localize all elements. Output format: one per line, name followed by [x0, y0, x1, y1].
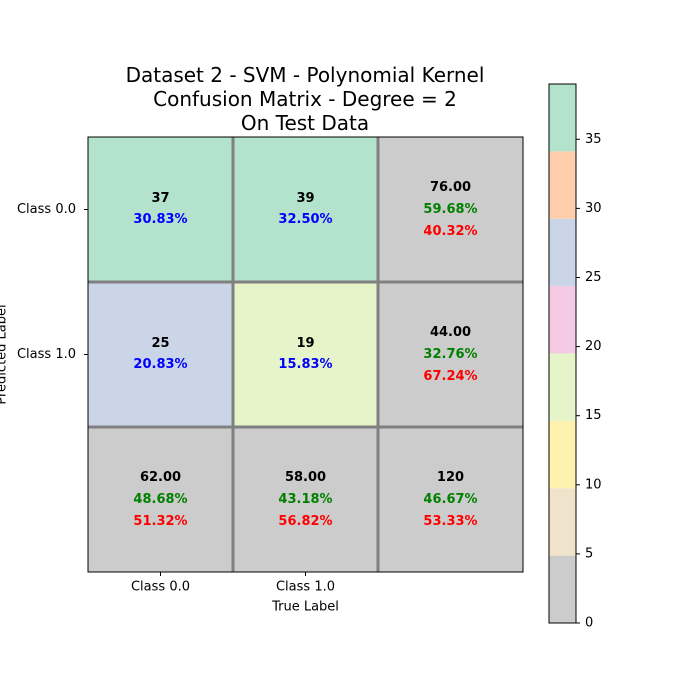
grand-correct-label: 46.67% — [423, 492, 477, 507]
colorbar-frame — [548, 83, 577, 624]
row-correct-label: 59.68% — [423, 202, 477, 217]
colorbar-band — [549, 286, 576, 354]
cell-count-label: 19 — [296, 336, 314, 351]
colorbar-band — [549, 151, 576, 219]
x-tick-label: Class 0.0 — [131, 580, 190, 595]
colorbar-tick-label: 35 — [585, 132, 602, 147]
cell-percent-label: 30.83% — [133, 212, 187, 227]
row-correct-label: 32.76% — [423, 347, 477, 362]
colorbar-tick-label: 20 — [585, 339, 602, 354]
colorbar-band — [549, 353, 576, 421]
colorbar-tick-label: 10 — [585, 477, 602, 492]
chart-title-line-3: On Test Data — [240, 111, 370, 135]
column-correct-label: 48.68% — [133, 492, 187, 507]
column-total-label: 62.00 — [140, 470, 181, 485]
y-axis-label: Predicted Label — [0, 304, 10, 404]
cell-count-label: 25 — [151, 336, 169, 351]
colorbar-band — [549, 555, 576, 623]
grand-total-label: 120 — [437, 470, 464, 485]
row-total-label: 44.00 — [430, 325, 471, 340]
column-wrong-label: 51.32% — [133, 514, 187, 529]
matrix-cell — [88, 137, 233, 282]
colorbar-band — [549, 84, 576, 152]
total-cell — [233, 427, 378, 572]
y-tick-label: Class 1.0 — [17, 347, 76, 362]
colorbar-tick-label: 25 — [585, 270, 602, 285]
y-tick-label: Class 0.0 — [17, 202, 76, 217]
x-axis-label: True Label — [271, 600, 339, 615]
cell-count-label: 39 — [296, 191, 314, 206]
total-cell — [378, 137, 523, 282]
row-wrong-label: 40.32% — [423, 224, 477, 239]
total-cell — [378, 282, 523, 427]
row-wrong-label: 67.24% — [423, 369, 477, 384]
total-cell — [88, 427, 233, 572]
x-tick-label: Class 1.0 — [276, 580, 335, 595]
chart-title-line-1: Dataset 2 - SVM - Polynomial Kernel — [125, 63, 485, 87]
row-total-label: 76.00 — [430, 180, 471, 195]
column-total-label: 58.00 — [285, 470, 326, 485]
chart-title-line-2: Confusion Matrix - Degree = 2 — [153, 87, 457, 111]
colorbar-band — [549, 420, 576, 489]
column-correct-label: 43.18% — [278, 492, 332, 507]
colorbar-tick-label: 0 — [585, 616, 593, 631]
column-wrong-label: 56.82% — [278, 514, 332, 529]
colorbar-tick-label: 5 — [585, 546, 593, 561]
cell-count-label: 37 — [151, 191, 169, 206]
colorbar-band — [549, 218, 576, 287]
colorbar-tick-label: 30 — [585, 201, 602, 216]
matrix-cell — [233, 282, 378, 427]
colorbar-band — [549, 488, 576, 556]
cell-percent-label: 20.83% — [133, 357, 187, 372]
colorbar-tick-label: 15 — [585, 408, 602, 423]
cell-percent-label: 32.50% — [278, 212, 332, 227]
matrix-cell — [233, 137, 378, 282]
cell-percent-label: 15.83% — [278, 357, 332, 372]
grand-wrong-label: 53.33% — [423, 514, 477, 529]
total-cell — [378, 427, 523, 572]
matrix-cell — [88, 282, 233, 427]
